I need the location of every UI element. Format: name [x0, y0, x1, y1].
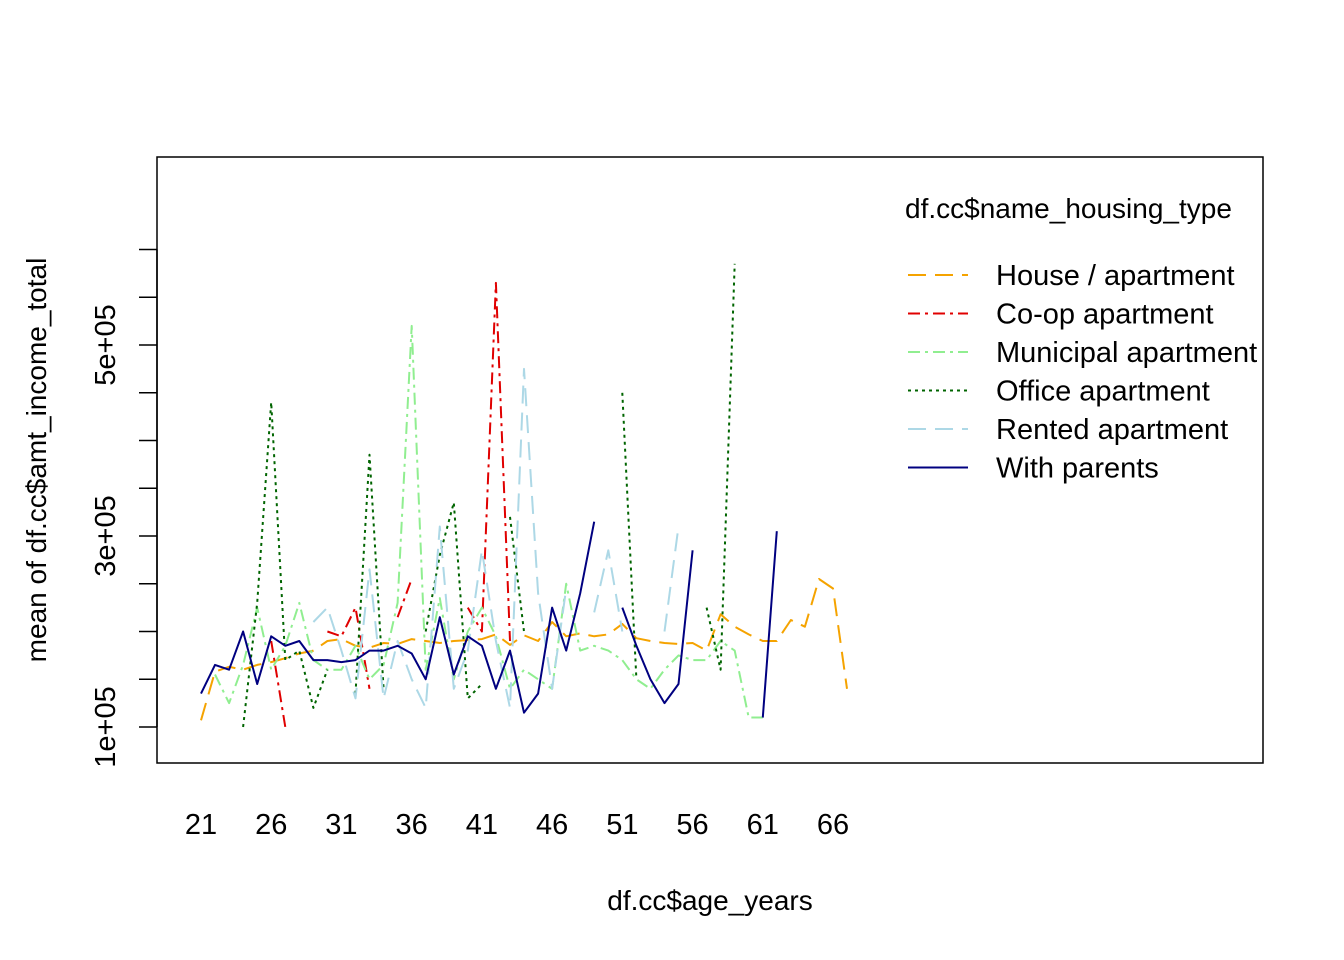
legend-label: With parents — [996, 453, 1159, 485]
x-tick-label: 21 — [185, 809, 217, 841]
y-axis-title: mean of df.cc$amt_income_total — [21, 258, 52, 663]
x-tick-label: 26 — [255, 809, 287, 841]
legend-label: House / apartment — [996, 260, 1235, 292]
series-line-5 — [312, 367, 680, 709]
legend-label: Rented apartment — [996, 414, 1228, 446]
x-tick-label: 51 — [606, 809, 638, 841]
series-line-4 — [242, 263, 736, 728]
legend-label: Co-op apartment — [996, 299, 1214, 331]
x-tick-label: 61 — [747, 809, 779, 841]
y-tick-label: 1e+05 — [90, 686, 122, 767]
y-tick-label: 5e+05 — [90, 304, 122, 385]
legend: df.cc$name_housing_type House / apartmen… — [905, 193, 1257, 485]
legend-label: Office apartment — [996, 376, 1210, 408]
y-axis: 1e+05 3e+05 5e+05 — [90, 248, 158, 768]
x-axis: 21 26 31 36 41 46 51 56 61 66 — [185, 809, 849, 841]
x-tick-label: 36 — [396, 809, 428, 841]
x-axis-title: df.cc$age_years — [607, 885, 812, 916]
series-line-3 — [214, 324, 763, 719]
legend-label: Municipal apartment — [996, 337, 1257, 369]
x-tick-label: 46 — [536, 809, 568, 841]
legend-title: df.cc$name_housing_type — [905, 193, 1232, 224]
series-line-6 — [200, 521, 778, 718]
y-tick-label: 3e+05 — [90, 495, 122, 576]
x-tick-label: 31 — [325, 809, 357, 841]
x-tick-label: 41 — [466, 809, 498, 841]
x-tick-label: 56 — [676, 809, 708, 841]
series-layer — [200, 263, 848, 728]
series-line-1 — [200, 578, 848, 721]
series-line-2 — [270, 281, 511, 728]
x-tick-label: 66 — [817, 809, 849, 841]
